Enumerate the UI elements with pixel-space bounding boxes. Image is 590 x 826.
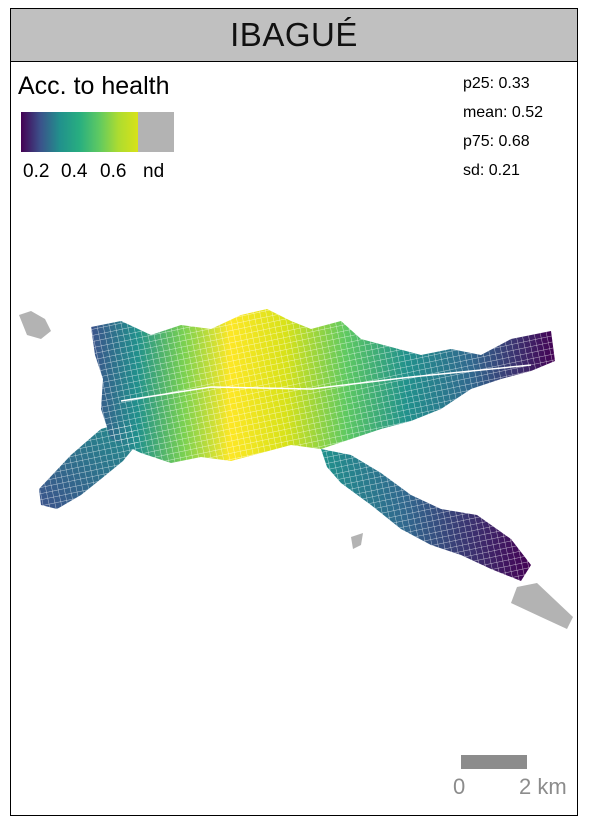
scale-start-label: 0: [453, 774, 466, 799]
stat-mean: mean: 0.52: [462, 104, 543, 121]
map-panel: IBAGUÉ Acc. to health 0.2 0.4 0.6 nd p25…: [10, 8, 578, 816]
title-strip: IBAGUÉ: [11, 9, 577, 62]
scale-end-label: 2 km: [519, 774, 567, 799]
legend-nd-swatch: [138, 112, 174, 152]
legend-colorbar: [21, 112, 174, 152]
legend-tick: 0.4: [61, 161, 88, 182]
main-avenue: [120, 364, 532, 402]
stat-p25: p25: 0.33: [462, 75, 530, 92]
legend-tick: nd: [143, 161, 165, 182]
stat-p75: p75: 0.68: [462, 133, 530, 150]
map-title: IBAGUÉ: [230, 16, 358, 53]
legend-tick: 0.2: [23, 161, 50, 182]
street-grid: [39, 421, 141, 509]
nd-area: [511, 583, 573, 629]
legend-gradient: [21, 112, 138, 152]
legend-tick: 0.6: [100, 161, 127, 182]
street-grid: [91, 309, 555, 463]
stats-box: p25: 0.33 mean: 0.52 p75: 0.68 sd: 0.21: [463, 69, 543, 185]
nd-area: [351, 533, 363, 549]
city-map: [19, 309, 573, 629]
street-grid: [321, 449, 531, 581]
scale-bar: [461, 755, 527, 769]
legend-title: Acc. to health: [18, 72, 170, 100]
nd-area: [19, 311, 51, 339]
stat-sd: sd: 0.21: [462, 162, 520, 179]
